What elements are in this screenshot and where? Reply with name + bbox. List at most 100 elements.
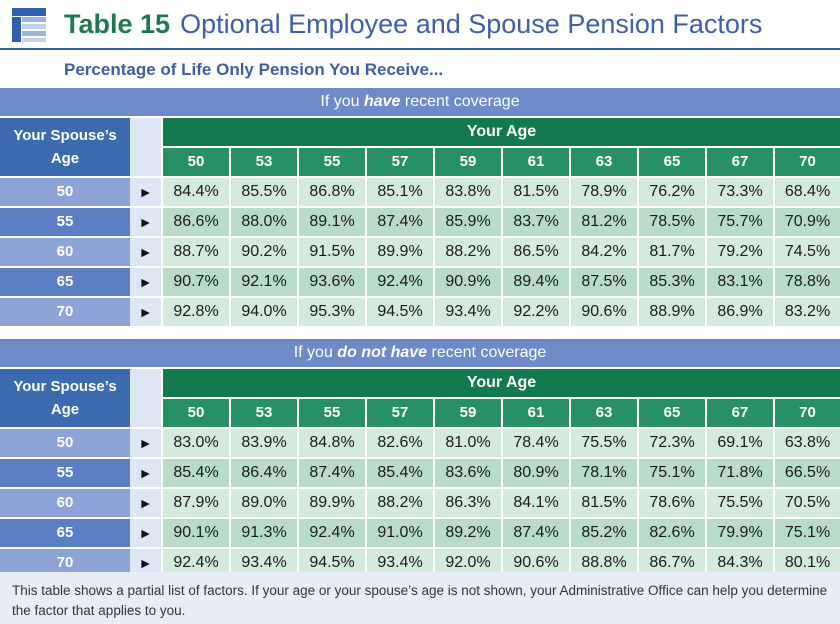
factor-cell: 83.2% [775,298,840,326]
factor-cell: 79.2% [707,238,773,266]
age-column-header: 57 [367,148,433,176]
factor-cell: 78.6% [639,489,705,517]
age-column-header: 59 [435,148,501,176]
age-column-header: 70 [775,148,840,176]
spouse-age-header-text: Your Spouse’s Age [13,124,116,170]
banner-prefix: If you [320,93,364,110]
factor-cell: 87.4% [299,459,365,487]
factor-cell: 90.7% [163,268,229,296]
factor-cell: 81.5% [571,489,637,517]
factor-cell: 75.5% [571,429,637,457]
title-text: Optional Employee and Spouse Pension Fac… [180,9,763,39]
factor-cell: 69.1% [707,429,773,457]
factor-cell: 70.9% [775,208,840,236]
factor-cell: 76.2% [639,178,705,206]
factor-cell: 92.2% [503,298,569,326]
factor-cell: 94.5% [367,298,433,326]
spouse-header-line: Age [50,401,80,418]
factor-cell: 88.0% [231,208,297,236]
factor-cell: 82.6% [639,519,705,547]
banner-emphasis: have [363,93,401,110]
factor-cell: 66.5% [775,459,840,487]
factor-cell: 70.5% [775,489,840,517]
arrow-column-header [130,118,161,176]
footnote: This table shows a partial list of facto… [0,572,840,624]
factor-cell: 83.6% [435,459,501,487]
spouse-age-label: 50 [0,178,130,206]
spouse-age-header: Your Spouse’s Age [0,369,130,427]
spouse-age-header: Your Spouse’s Age [0,118,130,176]
factor-cell: 84.2% [571,238,637,266]
factor-cell: 89.9% [367,238,433,266]
factor-cell: 89.2% [435,519,501,547]
arrow-column-header [130,369,161,427]
row-arrow-icon: ► [130,429,161,457]
factor-table-2: If you do not have recent coverage Your S… [0,339,840,579]
factor-cell: 91.0% [367,519,433,547]
banner-emphasis: do not have [337,344,428,361]
factor-cell: 86.8% [299,178,365,206]
factor-cell: 90.2% [231,238,297,266]
age-column-header: 67 [707,399,773,427]
factor-cell: 75.7% [707,208,773,236]
spouse-age-label: 55 [0,459,130,487]
age-column-header: 63 [571,148,637,176]
table-number: Table 15 [64,9,171,39]
factor-cell: 75.1% [639,459,705,487]
factor-cell: 90.9% [435,268,501,296]
factor-cell: 87.9% [163,489,229,517]
factor-cell: 94.0% [231,298,297,326]
factor-cell: 68.4% [775,178,840,206]
spouse-age-label: 70 [0,298,130,326]
banner-suffix: recent coverage [400,93,520,110]
factor-cell: 86.9% [707,298,773,326]
age-column-header: 70 [775,399,840,427]
factor-cell: 86.6% [163,208,229,236]
age-column-header: 65 [639,148,705,176]
row-arrow-icon: ► [130,268,161,296]
row-arrow-icon: ► [130,208,161,236]
factor-cell: 81.2% [571,208,637,236]
factor-cell: 83.1% [707,268,773,296]
factor-cell: 82.6% [367,429,433,457]
factor-cell: 71.8% [707,459,773,487]
age-column-header: 55 [299,399,365,427]
factor-cell: 95.3% [299,298,365,326]
factor-cell: 79.9% [707,519,773,547]
row-arrow-icon: ► [130,178,161,206]
factor-cell: 78.1% [571,459,637,487]
coverage-banner: If you do not have recent coverage [0,339,840,367]
factor-cell: 88.2% [435,238,501,266]
age-column-header: 53 [231,148,297,176]
factor-cell: 84.1% [503,489,569,517]
factor-cell: 86.4% [231,459,297,487]
factor-cell: 87.4% [503,519,569,547]
factor-cell: 81.5% [503,178,569,206]
factor-cell: 89.0% [231,489,297,517]
title-bar: Table 15 Optional Employee and Spouse Pen… [0,0,840,50]
factor-cell: 83.8% [435,178,501,206]
factor-cell: 84.8% [299,429,365,457]
factor-cell: 89.9% [299,489,365,517]
factor-cell: 85.4% [163,459,229,487]
age-column-header: 50 [163,148,229,176]
factor-cell: 91.3% [231,519,297,547]
spouse-header-line: Your Spouse’s [13,378,117,395]
age-column-header: 57 [367,399,433,427]
factor-cell: 81.7% [639,238,705,266]
factor-cell: 91.5% [299,238,365,266]
age-column-header: 50 [163,399,229,427]
factor-cell: 90.6% [571,298,637,326]
row-arrow-icon: ► [130,238,161,266]
factor-cell: 75.5% [707,489,773,517]
spouse-age-label: 65 [0,268,130,296]
age-column-header: 53 [231,399,297,427]
factor-cell: 88.9% [639,298,705,326]
your-age-header: Your Age [163,369,840,397]
factor-cell: 78.5% [639,208,705,236]
factor-cell: 92.8% [163,298,229,326]
age-column-header: 61 [503,148,569,176]
age-column-header: 67 [707,148,773,176]
banner-prefix: If you [293,344,338,361]
factor-cell: 85.5% [231,178,297,206]
